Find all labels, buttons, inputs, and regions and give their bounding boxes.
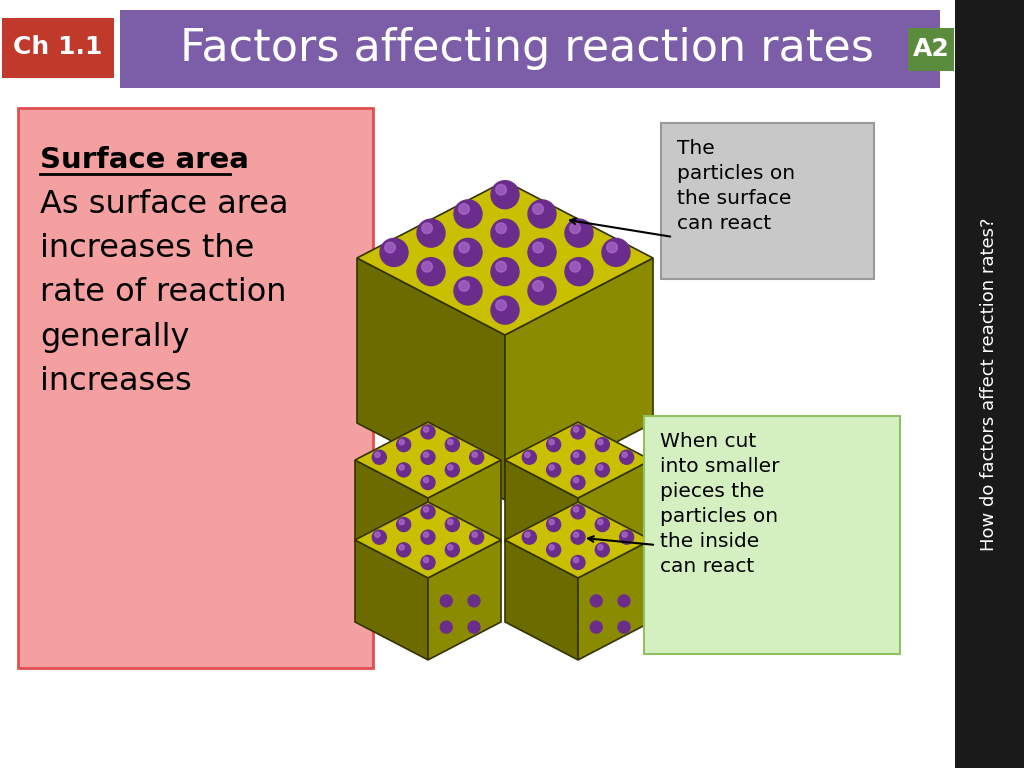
Polygon shape [505,422,651,498]
Circle shape [399,519,404,525]
Circle shape [524,452,530,458]
Circle shape [440,621,453,633]
Circle shape [571,555,585,569]
Circle shape [459,280,469,291]
Circle shape [496,184,507,195]
FancyBboxPatch shape [908,28,954,71]
Circle shape [528,277,556,305]
Circle shape [396,518,411,531]
Circle shape [447,439,453,445]
Circle shape [470,450,483,464]
Circle shape [447,465,453,470]
Circle shape [547,438,561,452]
Text: How do factors affect reaction rates?: How do factors affect reaction rates? [980,217,998,551]
Circle shape [598,439,603,445]
Circle shape [470,530,483,545]
Circle shape [522,530,537,545]
Circle shape [573,532,579,538]
Polygon shape [578,540,651,660]
Text: Ch 1.1: Ch 1.1 [13,35,102,59]
Polygon shape [505,502,651,578]
Circle shape [421,505,435,519]
Circle shape [571,530,585,545]
Circle shape [590,621,602,633]
Text: When cut
into smaller
pieces the
particles on
the inside
can react: When cut into smaller pieces the particl… [660,432,779,576]
Circle shape [620,530,634,545]
Circle shape [445,518,460,531]
Circle shape [547,463,561,477]
Circle shape [547,543,561,557]
Circle shape [423,452,429,458]
Circle shape [396,543,411,557]
Circle shape [607,242,617,253]
FancyBboxPatch shape [644,416,900,654]
Circle shape [598,519,603,525]
Circle shape [532,280,544,291]
Text: Surface area: Surface area [40,146,249,174]
Circle shape [571,475,585,489]
Circle shape [417,257,445,286]
Circle shape [549,465,554,470]
Circle shape [423,478,429,483]
Circle shape [569,223,581,233]
Circle shape [445,543,460,557]
Circle shape [571,425,585,439]
Polygon shape [355,540,428,660]
Circle shape [595,463,609,477]
FancyBboxPatch shape [2,18,114,78]
Circle shape [454,277,482,305]
Circle shape [547,518,561,531]
Polygon shape [355,502,501,578]
Circle shape [472,532,477,538]
Circle shape [622,452,628,458]
Circle shape [399,465,404,470]
Circle shape [422,223,432,233]
Circle shape [423,507,429,512]
Circle shape [396,463,411,477]
Circle shape [598,545,603,550]
Circle shape [380,238,408,266]
Circle shape [421,475,435,489]
Polygon shape [357,258,505,500]
Circle shape [375,452,380,458]
Circle shape [565,219,593,247]
Circle shape [549,545,554,550]
Circle shape [532,204,544,214]
Text: As surface area
increases the
rate of reaction
generally
increases: As surface area increases the rate of re… [40,189,289,397]
Circle shape [496,300,507,310]
Circle shape [549,519,554,525]
Circle shape [421,555,435,569]
Circle shape [549,439,554,445]
Polygon shape [355,460,428,580]
Circle shape [595,438,609,452]
Circle shape [421,450,435,464]
Circle shape [468,621,480,633]
Circle shape [454,200,482,228]
Circle shape [569,261,581,272]
Polygon shape [578,460,651,580]
Circle shape [399,439,404,445]
Circle shape [571,450,585,464]
Circle shape [396,438,411,452]
Circle shape [602,238,630,266]
Text: A2: A2 [912,37,949,61]
Circle shape [490,296,519,324]
Circle shape [573,478,579,483]
Circle shape [595,518,609,531]
Circle shape [573,427,579,432]
Circle shape [421,425,435,439]
Circle shape [565,257,593,286]
Circle shape [459,242,469,253]
Circle shape [590,595,602,607]
Circle shape [571,505,585,519]
Polygon shape [357,181,653,335]
Circle shape [532,242,544,253]
Circle shape [598,465,603,470]
Circle shape [468,595,480,607]
Circle shape [417,219,445,247]
Circle shape [522,450,537,464]
Circle shape [490,180,519,209]
Circle shape [524,532,530,538]
Polygon shape [428,460,501,580]
